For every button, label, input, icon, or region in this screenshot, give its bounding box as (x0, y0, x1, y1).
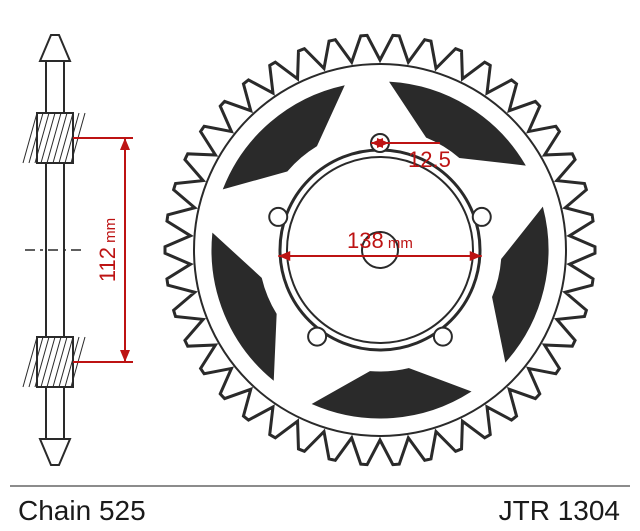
dim-unit: mm (102, 218, 119, 247)
side-profile: 112 mm (23, 35, 133, 465)
bolt-hole (434, 328, 452, 346)
bolt-hole (269, 208, 287, 226)
side-bottom-tooth (40, 439, 70, 465)
bolt-hole (473, 208, 491, 226)
dim-value: 112 (95, 247, 120, 282)
hatch-line (23, 113, 37, 163)
side-top-tooth (40, 35, 70, 61)
chain-label: Chain 525 (18, 495, 146, 526)
hatch-line (23, 337, 37, 387)
dim-bolt-hole-text: 12.5 (408, 147, 451, 172)
dim-unit: mm (384, 235, 413, 252)
part-number-label: JTR 1304 (499, 495, 620, 526)
dim-value: 138 (347, 228, 384, 253)
bolt-hole (308, 328, 326, 346)
sprocket-diagram: 112 mm138 mm12.5Chain 525JTR 1304 (0, 0, 640, 531)
diagram-stage: 112 mm138 mm12.5Chain 525JTR 1304 (0, 0, 640, 531)
dim-bolt-circle-text: 112 mm (95, 218, 120, 282)
